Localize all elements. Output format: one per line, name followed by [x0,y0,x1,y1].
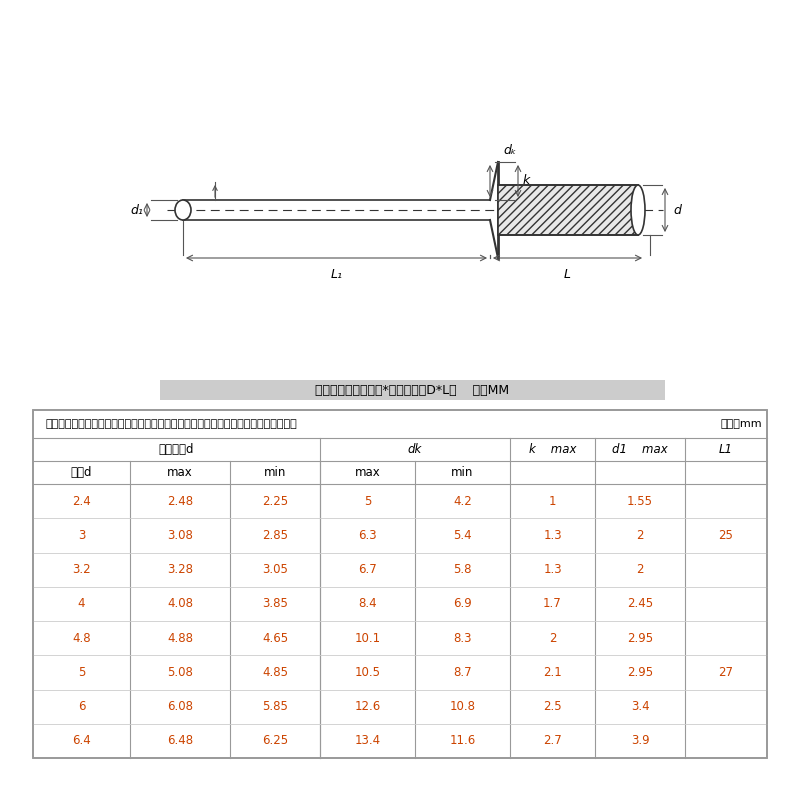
Text: 1.7: 1.7 [543,598,562,610]
Text: 公称直径d: 公称直径d [158,443,194,456]
Text: L1: L1 [719,443,733,456]
Text: 1.3: 1.3 [543,529,562,542]
Text: 2.5: 2.5 [543,700,562,713]
Text: 5: 5 [78,666,85,679]
Text: d₁: d₁ [130,203,143,217]
Text: 1: 1 [549,494,556,508]
Text: 2: 2 [636,563,644,576]
Text: 5.85: 5.85 [262,700,288,713]
Text: dk: dk [408,443,422,456]
Text: 3.85: 3.85 [262,598,288,610]
Text: 4.08: 4.08 [167,598,193,610]
Text: 2.95: 2.95 [627,632,653,645]
Text: 3.2: 3.2 [72,563,91,576]
Text: 2.45: 2.45 [627,598,653,610]
Text: 10.5: 10.5 [354,666,381,679]
Text: 2.7: 2.7 [543,734,562,747]
Text: 6.9: 6.9 [453,598,472,610]
Text: 注：数值为单批次人工测量，存在一定误差，请以实物为准，介意者慎拍或联系客服！: 注：数值为单批次人工测量，存在一定误差，请以实物为准，介意者慎拍或联系客服！ [45,419,297,429]
Text: 5.4: 5.4 [453,529,472,542]
Text: 2.85: 2.85 [262,529,288,542]
Text: 3.05: 3.05 [262,563,288,576]
Text: 2.25: 2.25 [262,494,288,508]
Text: 2.1: 2.1 [543,666,562,679]
Text: 6.4: 6.4 [72,734,91,747]
Text: 3.4: 3.4 [630,700,650,713]
Text: 1.55: 1.55 [627,494,653,508]
Text: 10.8: 10.8 [450,700,475,713]
Text: dₖ: dₖ [503,143,516,157]
Text: 8.4: 8.4 [358,598,377,610]
Text: L₁: L₁ [330,268,342,281]
Text: 3.08: 3.08 [167,529,193,542]
Bar [33,410,767,758]
Ellipse shape [631,185,645,235]
Text: 2.48: 2.48 [167,494,193,508]
Text: 2.4: 2.4 [72,494,91,508]
Text: 6.25: 6.25 [262,734,288,747]
Text: 单位：mm: 单位：mm [720,419,762,429]
Text: 5: 5 [364,494,371,508]
Text: 11.6: 11.6 [450,734,476,747]
Text: 10.1: 10.1 [354,632,381,645]
Text: 5.8: 5.8 [454,563,472,576]
Text: max: max [354,466,380,479]
Text: 4: 4 [78,598,86,610]
Text: 4.85: 4.85 [262,666,288,679]
Text: 6.48: 6.48 [167,734,193,747]
Text: 13.4: 13.4 [354,734,381,747]
Text: min: min [451,466,474,479]
Text: max: max [167,466,193,479]
Bar [33,410,767,758]
Text: 27: 27 [718,666,734,679]
Text: 8.7: 8.7 [453,666,472,679]
Text: 4.65: 4.65 [262,632,288,645]
Text: d1    max: d1 max [612,443,668,456]
Bar [160,380,665,400]
Text: 6.7: 6.7 [358,563,377,576]
Text: 2: 2 [549,632,556,645]
Text: d: d [673,203,681,217]
Text: 2.95: 2.95 [627,666,653,679]
Text: 25: 25 [718,529,734,542]
Text: 3.28: 3.28 [167,563,193,576]
Text: L: L [564,268,571,281]
Text: 6: 6 [78,700,86,713]
Text: 4.2: 4.2 [453,494,472,508]
Text: 1.3: 1.3 [543,563,562,576]
Text: min: min [264,466,286,479]
Text: 4.88: 4.88 [167,632,193,645]
Text: k    max: k max [529,443,576,456]
Text: 3: 3 [78,529,85,542]
Text: 规格组成：头部直径*头部长度（D*L）    单位MM: 规格组成：头部直径*头部长度（D*L） 单位MM [315,383,510,397]
Ellipse shape [175,200,191,220]
Text: 8.3: 8.3 [454,632,472,645]
Text: 12.6: 12.6 [354,700,381,713]
Text: 公称d: 公称d [70,466,92,479]
Text: 2: 2 [636,529,644,542]
Text: 4.8: 4.8 [72,632,91,645]
Bar [498,185,638,235]
Text: 3.9: 3.9 [630,734,650,747]
Text: 6.08: 6.08 [167,700,193,713]
Text: k: k [523,174,530,187]
Text: 5.08: 5.08 [167,666,193,679]
Text: 6.3: 6.3 [358,529,377,542]
